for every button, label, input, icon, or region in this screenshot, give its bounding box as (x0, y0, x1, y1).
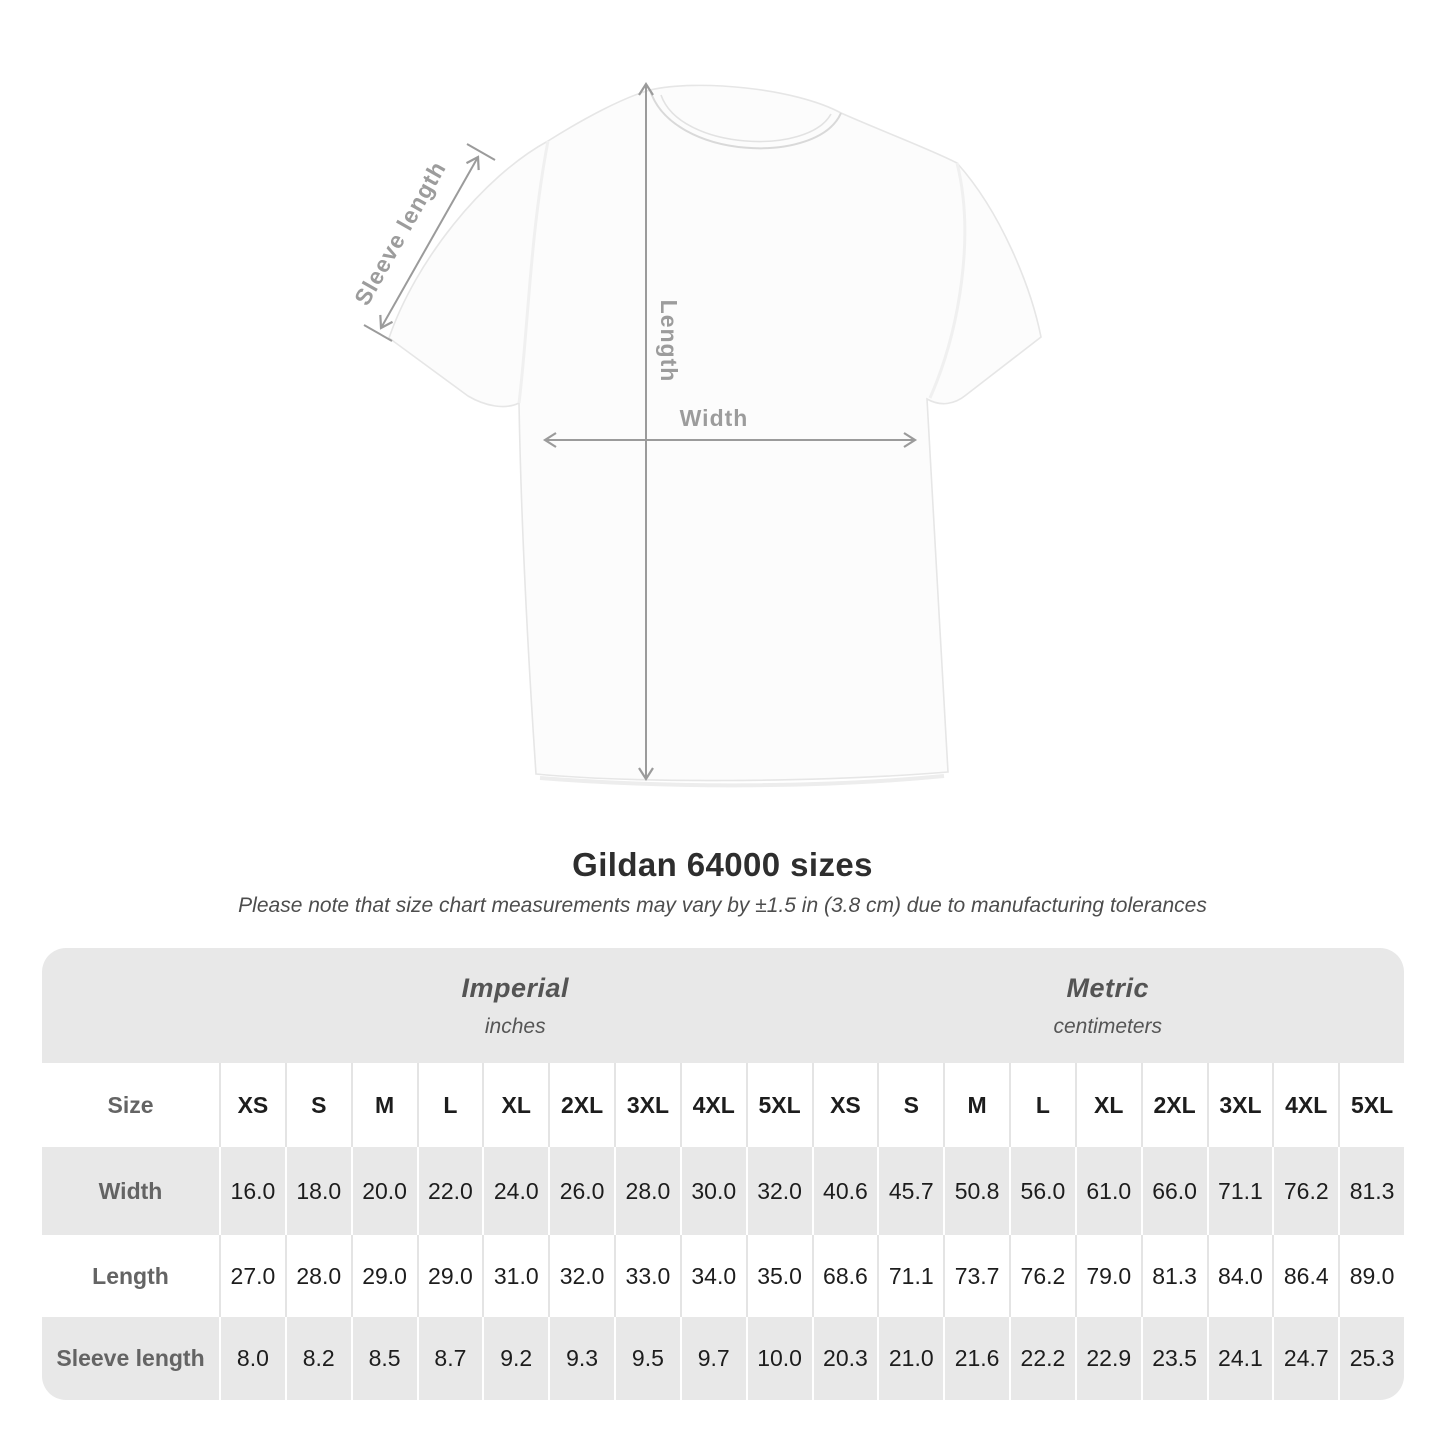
table-cell: 20.0 (350, 1147, 417, 1235)
table-cell: 79.0 (1074, 1235, 1141, 1317)
table-cell: 25.3 (1338, 1317, 1404, 1400)
table-cell: 8.5 (350, 1317, 417, 1400)
tshirt-measurement-diagram: Length Width Sleeve length (349, 81, 1042, 788)
length-label: Length (656, 300, 682, 383)
tolerance-note: Please note that size chart measurements… (238, 894, 1207, 917)
row-label: Size (107, 1091, 154, 1118)
table-cell: 4XL (1272, 1063, 1338, 1147)
table-cell: XS (811, 1063, 878, 1147)
table-cell: 18.0 (284, 1147, 351, 1235)
table-cell: 5XL (1338, 1063, 1404, 1147)
table-cell: 8.7 (416, 1317, 483, 1400)
table-cell: 24.7 (1272, 1317, 1339, 1400)
table-cell: XL (1074, 1063, 1141, 1147)
table-cell: 68.6 (811, 1235, 878, 1317)
table-cell: 32.0 (745, 1147, 812, 1235)
tshirt-diagram-svg: Length Width Sleeve length (349, 81, 1042, 788)
table-cell: 89.0 (1338, 1235, 1404, 1317)
tshirt-image (388, 84, 1042, 788)
table-cell: 3XL (1206, 1063, 1273, 1147)
table-cell: XL (482, 1063, 548, 1147)
table-cell: 22.2 (1009, 1317, 1075, 1400)
table-cell: 9.5 (614, 1317, 680, 1400)
table-cell: 30.0 (679, 1147, 746, 1235)
table-cell: 45.7 (877, 1147, 944, 1235)
row-label: Sleeve length (42, 1317, 219, 1400)
table-body: Size XS S M L XL 2XL 3XL 4XL 5XL XS S M L XL 2XL 3XL 4XL 5… (42, 1063, 1404, 1400)
table-cell: 26.0 (548, 1147, 614, 1235)
table-cell: 81.3 (1338, 1147, 1404, 1235)
table-cell: M (350, 1063, 417, 1147)
table-cell: 81.3 (1140, 1235, 1207, 1317)
table-cell: 24.0 (482, 1147, 549, 1235)
table-cell: 66.0 (1140, 1147, 1207, 1235)
table-cell: 32.0 (548, 1235, 614, 1317)
table-cell: 61.0 (1074, 1147, 1141, 1235)
unit-group-unit: centimeters (1053, 1014, 1163, 1038)
table-cell: 23.5 (1140, 1317, 1207, 1400)
table-cell: 71.1 (1206, 1147, 1273, 1235)
table-row: Length 27.0 28.0 29.0 29.0 31.0 32.0 33.0 34.0 35… (42, 1235, 1404, 1317)
table-cell: M (943, 1063, 1009, 1147)
unit-group-name: Imperial (461, 972, 570, 1003)
table-cell: 21.0 (877, 1317, 944, 1400)
row-label: Width (42, 1147, 219, 1235)
table-cell: 8.2 (284, 1317, 351, 1400)
table-cell: 40.6 (811, 1147, 878, 1235)
width-label: Width (680, 405, 749, 431)
table-cell: L (416, 1063, 483, 1147)
table-cell: 28.0 (284, 1235, 351, 1317)
table-cell: 21.6 (943, 1317, 1009, 1400)
table-cell: 10.0 (745, 1317, 812, 1400)
table-cell: L (1009, 1063, 1075, 1147)
table-cell: 3XL (614, 1063, 680, 1147)
table-cell: XS (219, 1063, 285, 1147)
table-cell: 71.1 (877, 1235, 943, 1317)
table-cell: 9.3 (548, 1317, 614, 1400)
unit-group-unit: inches (484, 1014, 546, 1038)
table-row: Width 16.0 18.0 20.0 22.0 24.0 26.0 28.0 30.0 32.… (42, 1147, 1404, 1235)
table-cell: 86.4 (1272, 1235, 1338, 1317)
table-cell: 8.0 (219, 1317, 285, 1400)
table-cell: 28.0 (614, 1147, 680, 1235)
table-cell: 4XL (679, 1063, 746, 1147)
unit-group-name: Metric (1066, 972, 1150, 1003)
table-row: Sleeve length 8.0 8.2 8.5 8.7 9.2 9.3 9.5 9.7 10.… (42, 1317, 1404, 1400)
table-cell: 31.0 (482, 1235, 548, 1317)
table-cell: 22.0 (416, 1147, 483, 1235)
table-cell: 56.0 (1009, 1147, 1075, 1235)
table-cell: 5XL (745, 1063, 812, 1147)
table-cell: 2XL (1140, 1063, 1207, 1147)
row-label: Length (92, 1262, 169, 1289)
sleeve-length-arrow (363, 143, 496, 342)
table-cell: 73.7 (943, 1235, 1009, 1317)
table-cell: 9.2 (482, 1317, 549, 1400)
unit-group-metric: Metric centimeters (812, 948, 1405, 1063)
table-row: Size XS S M L XL 2XL 3XL 4XL 5XL XS S M L XL 2XL 3XL 4XL 5… (42, 1063, 1404, 1147)
table-cell: 20.3 (811, 1317, 878, 1400)
table-cell: 84.0 (1206, 1235, 1273, 1317)
table-cell: 16.0 (219, 1147, 285, 1235)
table-cell: S (284, 1063, 351, 1147)
page-title: Gildan 64000 sizes (572, 846, 873, 883)
table-cell: 76.2 (1009, 1235, 1075, 1317)
table-cell: 29.0 (416, 1235, 483, 1317)
table-cell: 27.0 (219, 1235, 285, 1317)
table-cell: 76.2 (1272, 1147, 1339, 1235)
unit-header-row: Imperial inches Metric centimeters (42, 948, 1404, 1063)
unit-header-spacer (42, 948, 219, 1063)
table-cell: 29.0 (350, 1235, 417, 1317)
table-cell: S (877, 1063, 943, 1147)
table-cell: 24.1 (1206, 1317, 1273, 1400)
unit-group-imperial: Imperial inches (219, 948, 812, 1063)
table-cell: 34.0 (679, 1235, 746, 1317)
table-cell: 33.0 (614, 1235, 680, 1317)
table-cell: 50.8 (943, 1147, 1009, 1235)
table-cell: 35.0 (745, 1235, 812, 1317)
size-chart-table: Imperial inches Metric centimeters Size X… (42, 948, 1404, 1400)
table-cell: 22.9 (1074, 1317, 1141, 1400)
table-cell: 9.7 (679, 1317, 746, 1400)
table-cell: 2XL (548, 1063, 614, 1147)
